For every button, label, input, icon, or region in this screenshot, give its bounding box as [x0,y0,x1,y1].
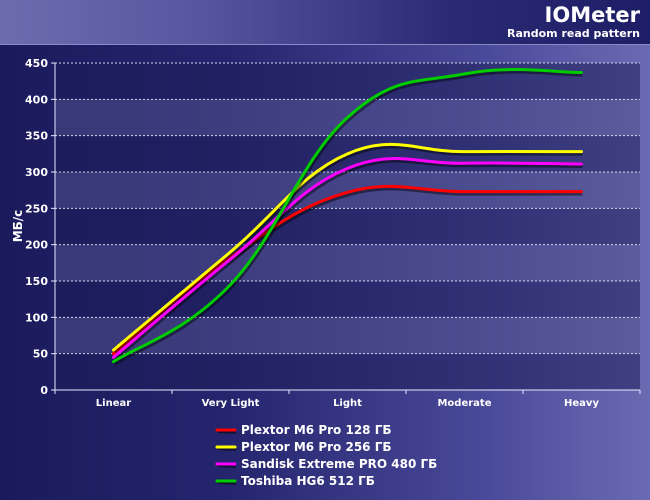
series-line-shadow [113,144,583,354]
plot-area [55,63,640,390]
legend-label: Plextor M6 Pro 256 ГБ [241,440,392,454]
legend: Plextor M6 Pro 128 ГБ Plextor M6 Pro 256 … [215,423,437,488]
y-tick-label: 0 [40,384,48,397]
x-tick-label: Light [333,398,362,409]
series-line-shadow [113,158,583,361]
header-bar [0,0,650,45]
series-1 [112,142,583,354]
x-tick-label: Linear [96,398,131,409]
series-line-shadow [113,69,583,366]
series-2 [112,157,583,361]
legend-label: Sandisk Extreme PRO 480 ГБ [241,457,437,471]
series-line [112,157,583,359]
legend-label: Plextor M6 Pro 128 ГБ [241,423,392,437]
y-tick-label: 200 [25,239,48,252]
series-line-shadow [113,186,583,358]
x-tick-label: Heavy [564,398,599,409]
x-axis-ticks: Linear Very Light Light Moderate Heavy [54,390,641,409]
plot-band [55,281,640,318]
y-axis-label: МБ/с [11,210,25,243]
y-tick-label: 150 [25,275,48,288]
chart-title: IOMeter [544,3,640,27]
y-tick-label: 100 [25,311,48,324]
chart-subtitle: Random read pattern [507,27,640,40]
y-tick-label: 350 [25,130,48,143]
plot-band [55,244,640,281]
plot-band [55,353,640,390]
y-axis-ticks: 0 50 100 150 200 250 300 350 400 450 [25,57,55,397]
plot-band [55,208,640,245]
grid-lines [54,62,640,391]
series-3 [112,68,583,366]
plot-band [55,63,640,100]
y-tick-label: 250 [25,202,48,215]
x-tick-label: Very Light [202,398,260,409]
legend-label: Toshiba HG6 512 ГБ [241,474,375,488]
series-lines [112,68,583,366]
y-tick-label: 450 [25,57,48,70]
series-line [112,142,583,352]
series-line [112,68,583,364]
y-tick-label: 50 [33,348,49,361]
y-tick-label: 400 [25,93,48,106]
y-tick-label: 300 [25,166,48,179]
x-tick-label: Moderate [437,398,491,409]
